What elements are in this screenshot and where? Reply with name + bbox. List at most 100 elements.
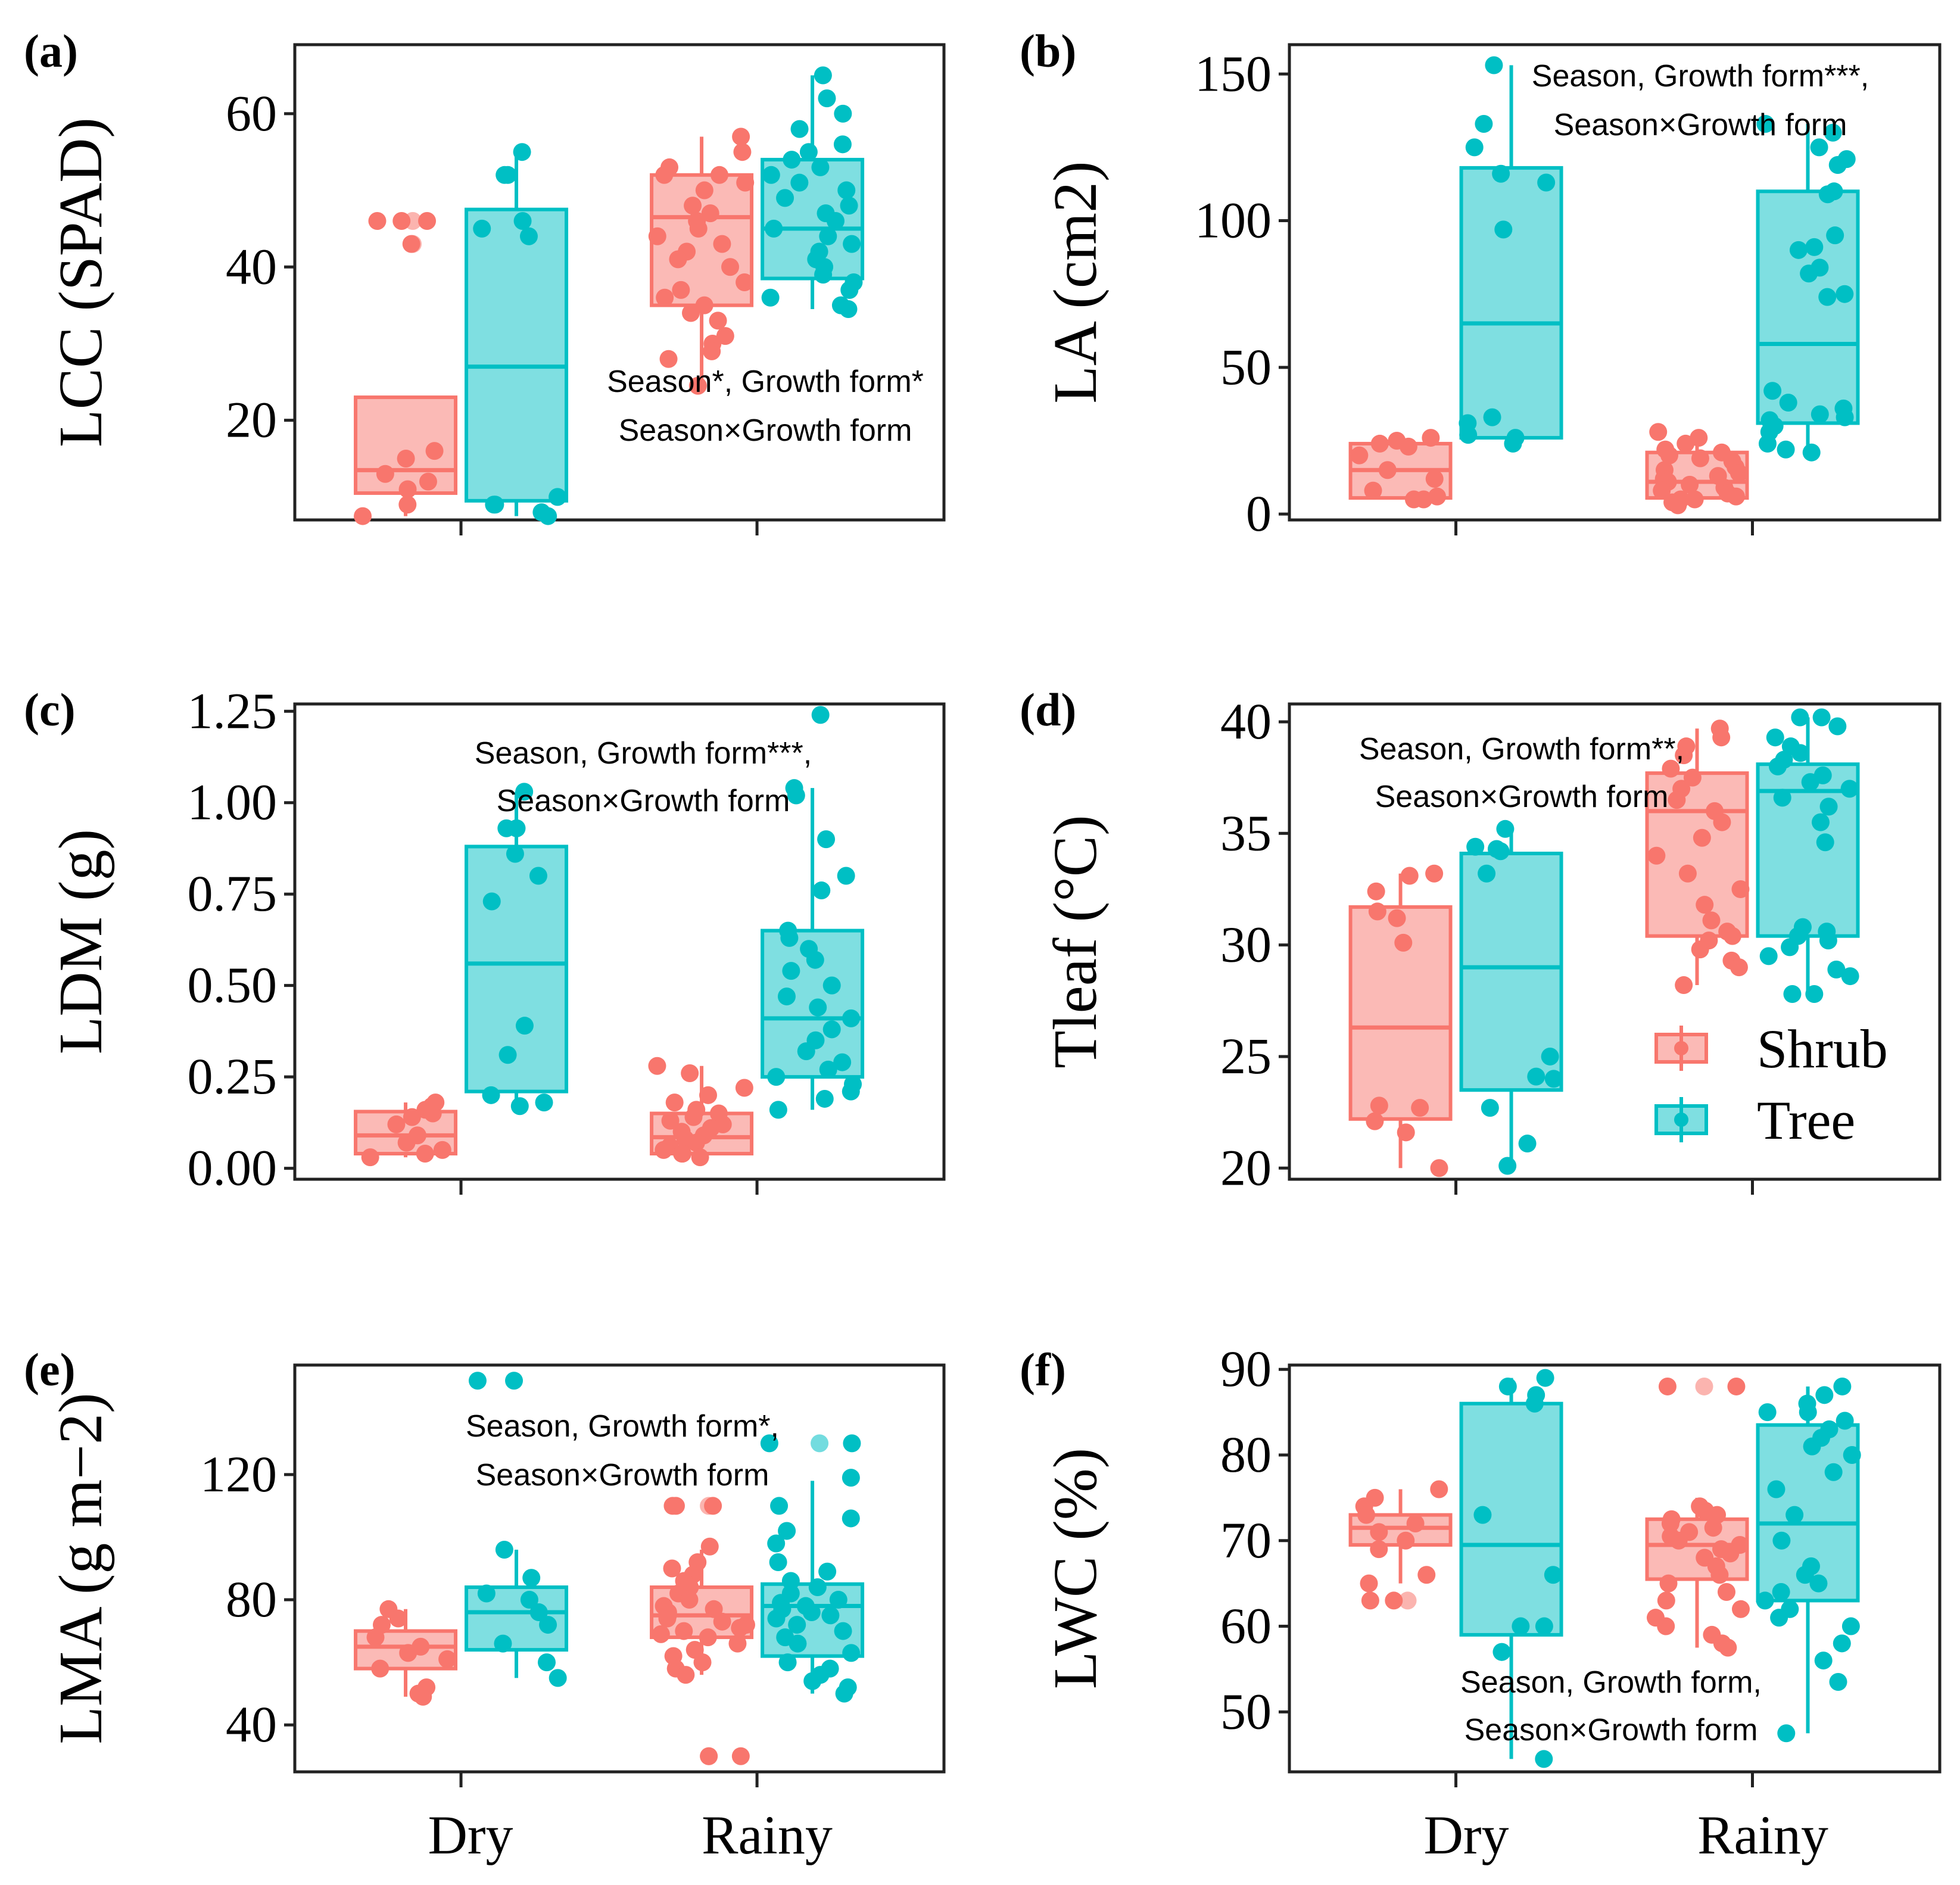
data-point: [354, 507, 372, 525]
data-point: [1478, 864, 1496, 883]
y-tick-label: 0.25: [188, 1048, 278, 1105]
data-point: [837, 181, 856, 200]
data-point: [549, 1669, 567, 1687]
points-shrub-rainy: [1646, 1377, 1750, 1657]
data-point: [799, 143, 818, 161]
data-point: [1824, 123, 1842, 142]
data-point: [1485, 56, 1503, 74]
data-point: [675, 1622, 693, 1640]
data-point: [438, 1650, 457, 1668]
y-tick-label: 20: [1220, 1139, 1272, 1196]
data-point: [498, 1046, 517, 1064]
data-point: [1836, 285, 1854, 303]
data-point: [1491, 842, 1510, 861]
data-point: [1713, 813, 1731, 831]
data-point: [709, 311, 727, 330]
data-point: [1702, 911, 1721, 930]
data-point: [1693, 828, 1711, 847]
data-point: [1366, 1112, 1384, 1130]
data-point: [818, 89, 836, 108]
data-point: [423, 1104, 442, 1123]
data-point: [468, 1372, 487, 1390]
data-point: [1657, 1591, 1675, 1610]
data-point: [710, 166, 728, 184]
data-point: [1678, 864, 1697, 883]
data-point: [402, 235, 420, 253]
data-point: [700, 1747, 718, 1765]
data-point: [819, 227, 837, 245]
significance-note-line2: Season×Growth form: [497, 784, 790, 818]
plot-frame: [1288, 1363, 1942, 1774]
data-point: [1498, 1157, 1517, 1175]
y-axis-label: LCC (SPAD): [46, 117, 115, 447]
legend: Shrub Tree: [1654, 1018, 1888, 1151]
data-point: [1494, 220, 1513, 239]
x-tick-rainy-left: Rainy: [702, 1805, 833, 1865]
data-point: [834, 1622, 852, 1640]
y-tick-label: 70: [1220, 1512, 1272, 1569]
data-point: [672, 281, 690, 299]
data-point: [687, 1133, 705, 1152]
panel-label-d: (d): [1020, 684, 1076, 736]
data-point: [1812, 708, 1831, 727]
plot-frame: [293, 1363, 946, 1774]
data-point: [486, 496, 504, 514]
data-point: [665, 1093, 684, 1112]
data-point: [811, 158, 830, 176]
box-tree-dry: [1459, 1378, 1563, 1759]
data-point: [1833, 1377, 1852, 1395]
significance-note-line1: Season*, Growth form*: [607, 364, 924, 399]
data-point: [398, 496, 417, 514]
data-point: [833, 1053, 852, 1071]
data-point: [520, 1591, 538, 1609]
significance-note-line2: Season×Growth form: [1464, 1713, 1758, 1747]
data-point: [366, 1628, 385, 1647]
data-point: [507, 819, 526, 837]
data-point: [1827, 960, 1846, 979]
data-point: [1658, 1377, 1677, 1395]
data-point: [1824, 1463, 1843, 1481]
data-point: [1829, 1673, 1847, 1691]
data-point: [1675, 746, 1693, 765]
points-tree-rainy: [1756, 1377, 1861, 1743]
box-tree-dry: [465, 152, 569, 516]
significance-note-line2: Season×Growth form: [476, 1458, 769, 1493]
data-point: [1816, 833, 1834, 852]
data-point: [1414, 490, 1433, 509]
data-point: [1691, 940, 1709, 959]
data-point: [529, 1603, 548, 1622]
data-point: [762, 166, 780, 184]
data-point: [731, 1747, 750, 1765]
panel-d: 20 25 30 35 40 Tleaf (°C) Season, Growth form*…: [1041, 693, 1942, 1196]
data-point: [1668, 791, 1686, 809]
data-point: [1483, 408, 1501, 426]
points-tree-rainy: [760, 1434, 861, 1703]
points-tree-dry: [1459, 56, 1556, 453]
data-point: [659, 350, 678, 368]
box-iqr: [1459, 166, 1563, 440]
panel-f: 50 60 70 80 90 LWC (%) Season, Growth form, Sea…: [1041, 1340, 1942, 1787]
data-point: [695, 181, 713, 200]
data-point: [1727, 487, 1745, 506]
data-point: [802, 1603, 821, 1622]
data-point: [419, 472, 437, 491]
data-point: [522, 1569, 541, 1587]
data-point: [842, 1509, 860, 1528]
data-point: [414, 1687, 432, 1706]
data-point: [1406, 1515, 1425, 1533]
data-point: [1800, 264, 1818, 283]
data-point: [1399, 437, 1417, 456]
y-axis-label: LWC (%): [1041, 1448, 1110, 1689]
data-point: [477, 1584, 496, 1603]
data-point: [732, 127, 750, 146]
data-point: [515, 1017, 534, 1035]
data-point: [803, 1672, 822, 1690]
data-point: [819, 1060, 837, 1079]
data-point: [673, 1145, 691, 1163]
data-point: [1815, 1386, 1834, 1404]
plot-frame: [293, 702, 946, 1181]
data-point: [513, 212, 532, 230]
data-point: [815, 1089, 834, 1108]
data-point: [1465, 138, 1484, 157]
y-axis-label: LDM (g): [46, 829, 115, 1054]
